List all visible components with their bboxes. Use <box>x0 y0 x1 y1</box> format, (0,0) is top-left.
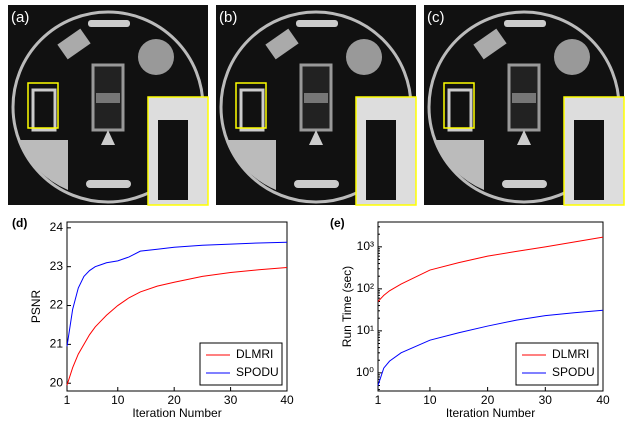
y-axis-label: Run Time (sec) <box>340 266 354 347</box>
line <box>67 242 287 346</box>
legend-label: DLMRI <box>552 347 589 361</box>
y-tick-label: 20 <box>50 375 64 389</box>
line <box>378 237 603 301</box>
y-axis-label: PSNR <box>29 289 43 323</box>
figure: (a) (b) (c) (d) 1 10 20 30 40 20 21 22 23 24 Iterat… <box>0 0 626 424</box>
x-tick-label: 40 <box>280 393 294 407</box>
y-tick-label: 22 <box>50 298 64 312</box>
x-tick-label: 10 <box>111 393 125 407</box>
image-a <box>8 5 208 205</box>
image-c <box>424 5 624 205</box>
y-tick-label: 24 <box>50 220 64 234</box>
legend-label: SPODU <box>552 365 595 379</box>
x-tick-label: 1 <box>375 393 382 407</box>
x-tick-label: 20 <box>481 393 495 407</box>
x-tick-label: 1 <box>64 393 71 407</box>
legend-label: SPODU <box>236 365 279 379</box>
legend-label: DLMRI <box>236 347 273 361</box>
y-tick-label: 10³ <box>357 239 374 253</box>
image-b <box>216 5 416 205</box>
panel-label: (c) <box>427 9 445 26</box>
panel-label: (d) <box>12 216 27 230</box>
y-tick-label: 23 <box>50 259 64 273</box>
x-axis-label: Iteration Number <box>132 406 221 420</box>
x-tick-label: 10 <box>423 393 437 407</box>
y-tick-label: 10⁰ <box>356 365 374 379</box>
x-tick-label: 30 <box>224 393 238 407</box>
x-tick-label: 20 <box>167 393 181 407</box>
y-tick-label: 21 <box>50 337 64 351</box>
y-tick-label: 10¹ <box>357 323 374 337</box>
y-tick-label: 10² <box>357 281 374 295</box>
panel-label: (e) <box>330 216 345 230</box>
x-axis-label: Iteration Number <box>446 406 535 420</box>
panel-label: (b) <box>219 9 237 26</box>
x-tick-label: 30 <box>539 393 553 407</box>
panel-label: (a) <box>11 9 29 26</box>
x-tick-label: 40 <box>596 393 610 407</box>
